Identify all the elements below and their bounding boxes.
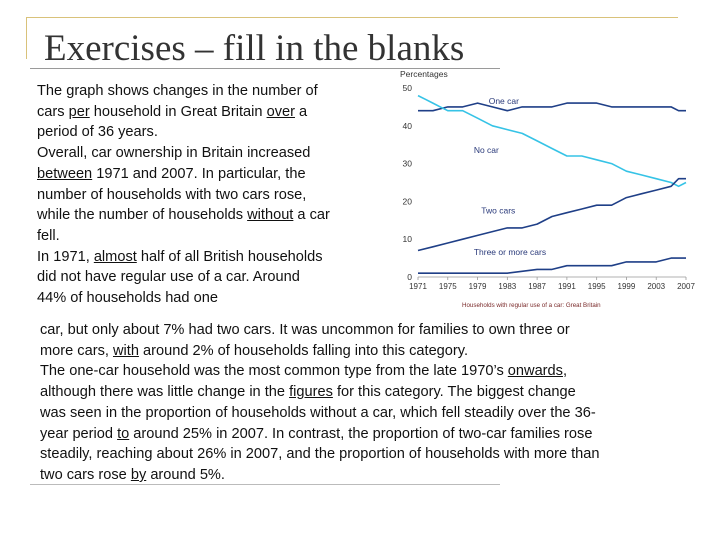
x-tick-label: 1999 xyxy=(618,282,636,291)
text-line: The one-car household was the most commo… xyxy=(40,361,712,382)
text-segment: 1971 and 2007. In particular, the xyxy=(92,165,306,182)
text-segment: a car xyxy=(293,207,330,224)
text-segment: car, but only about 7% had two cars. It … xyxy=(40,322,570,338)
text-segment: household in Great Britain xyxy=(89,103,267,120)
x-tick-label: 1991 xyxy=(558,282,576,291)
series-line-three-or-more-cars xyxy=(418,257,686,274)
slide-frame-left xyxy=(26,17,27,59)
text-segment: while the number of households xyxy=(37,207,248,224)
text-line: car, but only about 7% had two cars. It … xyxy=(40,320,712,341)
text-segment: period of 36 years. xyxy=(37,124,158,141)
series-line-two-cars xyxy=(417,177,686,252)
series-line-no-car xyxy=(417,94,687,188)
text-line: 44% of households had one xyxy=(37,288,330,309)
series-annotation: One car xyxy=(489,96,519,106)
text-line: cars per household in Great Britain over… xyxy=(37,102,330,123)
text-line: Overall, car ownership in Britain increa… xyxy=(37,143,330,164)
text-line: number of households with two cars rose, xyxy=(37,185,330,206)
series-annotation: Three or more cars xyxy=(474,247,546,257)
text-segment: a xyxy=(294,103,308,120)
text-segment: around 25% in 2007. In contrast, the pro… xyxy=(129,425,593,442)
underlined-word: figures xyxy=(289,384,333,401)
x-tick-label: 1983 xyxy=(498,282,516,291)
text-segment: number of households with two cars rose, xyxy=(37,186,307,203)
text-line: while the number of households without a… xyxy=(37,205,330,226)
y-axis-label: Percentages xyxy=(400,69,448,79)
text-line: fell. xyxy=(37,226,330,247)
text-segment: half of all British households xyxy=(136,248,323,265)
text-segment: around 5%. xyxy=(146,466,225,483)
text-line: more cars, with around 2% of households … xyxy=(40,341,712,362)
slide-frame-top xyxy=(26,17,678,18)
underlined-word: over xyxy=(266,103,295,120)
chart-caption: Households with regular use of a car: Gr… xyxy=(462,302,601,309)
chart-labels: Percentages 0 10 20 30 40 50 1971 1975 1979 1983 19… xyxy=(400,69,695,309)
text-line: steadily, reaching about 26% in 2007, an… xyxy=(40,444,712,465)
bottom-rule xyxy=(30,484,500,485)
x-tick-label: 2003 xyxy=(647,282,665,291)
underlined-word: between xyxy=(37,165,93,182)
text-segment: The graph shows changes in the number of xyxy=(37,83,318,99)
y-tick-label: 0 xyxy=(407,272,412,282)
y-tick-label: 30 xyxy=(403,159,413,169)
underlined-word: to xyxy=(117,425,130,442)
x-tick-label: 1975 xyxy=(439,282,457,291)
line-chart: Percentages 0 10 20 30 40 50 1971 1975 1979 1983 19… xyxy=(400,69,695,309)
chart-axes xyxy=(417,276,687,280)
text-line: year period to around 25% in 2007. In co… xyxy=(40,424,712,445)
text-segment: steadily, reaching about 26% in 2007, an… xyxy=(40,446,600,463)
underlined-word: with xyxy=(112,342,139,359)
series-annotation: Two cars xyxy=(481,205,515,215)
y-tick-label: 40 xyxy=(403,121,413,131)
text-segment: did not have regular use of a car. Aroun… xyxy=(37,269,300,286)
text-line: In 1971, almost half of all British hous… xyxy=(37,247,330,268)
y-tick-label: 50 xyxy=(403,83,413,93)
text-segment: around 2% of households falling into thi… xyxy=(138,342,469,359)
series-line-one-car xyxy=(418,102,686,112)
text-line: although there was little change in the … xyxy=(40,382,712,403)
x-tick-label: 2007 xyxy=(677,282,695,291)
text-segment: , xyxy=(562,363,568,380)
text-line: The graph shows changes in the number of xyxy=(37,81,330,102)
text-line: two cars rose by around 5%. xyxy=(40,465,712,486)
text-left: The graph shows changes in the number of… xyxy=(37,81,330,309)
underlined-word: onwards xyxy=(507,363,563,380)
text-wide: car, but only about 7% had two cars. It … xyxy=(40,320,712,486)
x-tick-label: 1971 xyxy=(409,282,427,291)
text-segment: was seen in the proportion of households… xyxy=(40,404,596,421)
chart-series xyxy=(417,94,687,274)
x-tick-label: 1995 xyxy=(588,282,606,291)
x-tick-label: 1979 xyxy=(469,282,487,291)
text-segment: year period xyxy=(40,425,118,442)
text-segment: fell. xyxy=(37,227,60,244)
text-segment: cars xyxy=(37,103,69,120)
underlined-word: without xyxy=(247,207,294,224)
series-annotation: No car xyxy=(474,145,499,155)
text-segment: The one-car household was the most commo… xyxy=(40,363,508,380)
text-line: period of 36 years. xyxy=(37,122,330,143)
text-segment: more cars, xyxy=(40,342,113,359)
text-segment: In 1971, xyxy=(37,248,94,265)
text-segment: for this category. The biggest change xyxy=(332,384,576,401)
slide-title: Exercises – fill in the blanks xyxy=(44,28,465,69)
text-segment: Overall, car ownership in Britain increa… xyxy=(37,145,311,162)
y-tick-label: 20 xyxy=(403,196,413,206)
y-tick-label: 10 xyxy=(403,234,413,244)
title-rule xyxy=(30,68,500,69)
underlined-word: almost xyxy=(93,248,137,265)
text-segment: although there was little change in the xyxy=(40,384,290,401)
text-segment: two cars rose xyxy=(40,466,131,483)
x-tick-label: 1987 xyxy=(528,282,546,291)
text-line: did not have regular use of a car. Aroun… xyxy=(37,267,330,288)
underlined-word: by xyxy=(130,466,147,483)
text-line: was seen in the proportion of households… xyxy=(40,403,712,424)
text-line: between 1971 and 2007. In particular, th… xyxy=(37,164,330,185)
text-segment: 44% of households had one xyxy=(37,290,218,307)
underlined-word: per xyxy=(68,103,90,120)
